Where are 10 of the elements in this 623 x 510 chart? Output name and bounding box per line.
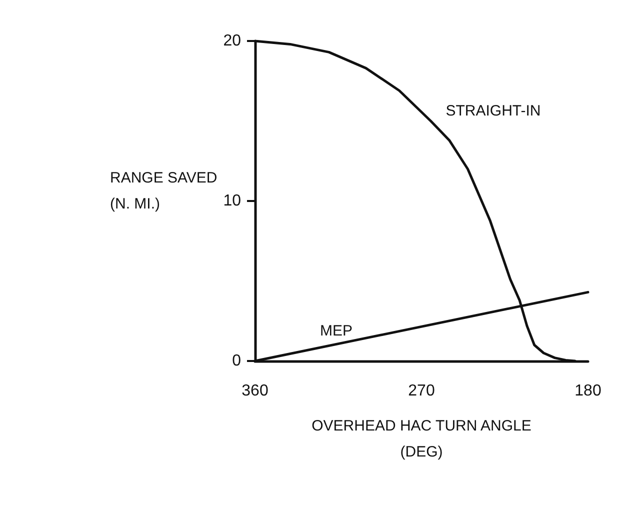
x-tick-label: 360 bbox=[242, 382, 268, 400]
x-tick-label: 270 bbox=[408, 382, 435, 400]
y-tick-label: 20 bbox=[223, 32, 242, 50]
x-tick-label: 180 bbox=[574, 382, 602, 400]
series-label: STRAIGHT-IN bbox=[446, 102, 541, 120]
y-axis-title: RANGE SAVED (N. MI.) bbox=[110, 170, 218, 212]
x-axis-title: OVERHEAD HAC TURN ANGLE (DEG) bbox=[312, 418, 532, 460]
y-tick-label: 0 bbox=[232, 352, 242, 370]
series-label: MEP bbox=[320, 322, 353, 340]
y-tick-label: 10 bbox=[223, 192, 242, 210]
